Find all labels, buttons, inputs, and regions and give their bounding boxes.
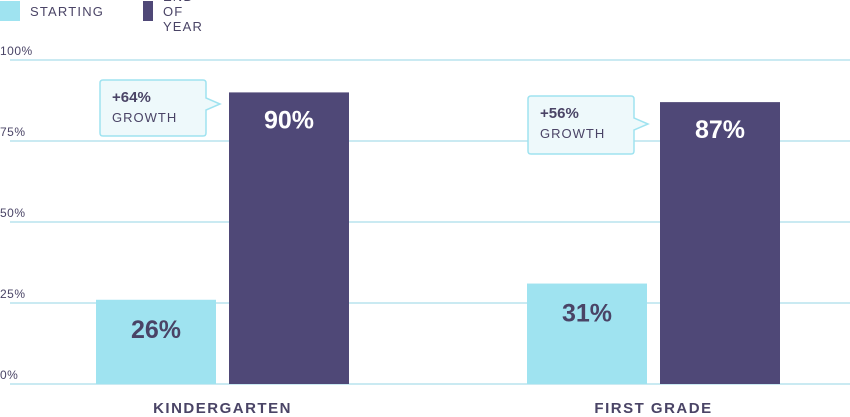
y-tick-label: 75% [0, 125, 26, 139]
bar-end-of-year [229, 92, 349, 385]
bar-end-of-year [660, 102, 780, 385]
growth-callout-label: GROWTH [540, 126, 605, 141]
growth-callout-box [99, 79, 222, 137]
growth-callout-value: +64% [112, 89, 151, 106]
bar-value-label: 31% [562, 300, 612, 328]
y-tick-label: 100% [0, 44, 33, 58]
growth-callout-box [527, 95, 650, 155]
y-tick-label: 50% [0, 206, 26, 220]
bar-starting [527, 283, 647, 384]
bar-value-label: 87% [695, 116, 745, 144]
growth-callout-value: +56% [540, 105, 579, 122]
bar-value-label: 90% [264, 106, 314, 134]
legend-item-end-of-year: END OF YEAR [143, 0, 213, 34]
y-tick-label: 25% [0, 287, 26, 301]
legend-swatch-starting [0, 1, 20, 21]
legend-label-starting: STARTING [30, 3, 105, 19]
x-category-label: KINDERGARTEN [153, 400, 292, 417]
bar-starting [96, 299, 216, 384]
y-tick-label: 0% [0, 368, 18, 382]
legend-label-end-of-year: END OF YEAR [162, 0, 204, 34]
legend-swatch-end-of-year [143, 1, 153, 21]
x-category-label: FIRST GRADE [594, 400, 712, 417]
legend-item-starting: STARTING [0, 0, 104, 22]
growth-callout-label: GROWTH [112, 110, 177, 125]
bar-value-label: 26% [131, 316, 181, 344]
